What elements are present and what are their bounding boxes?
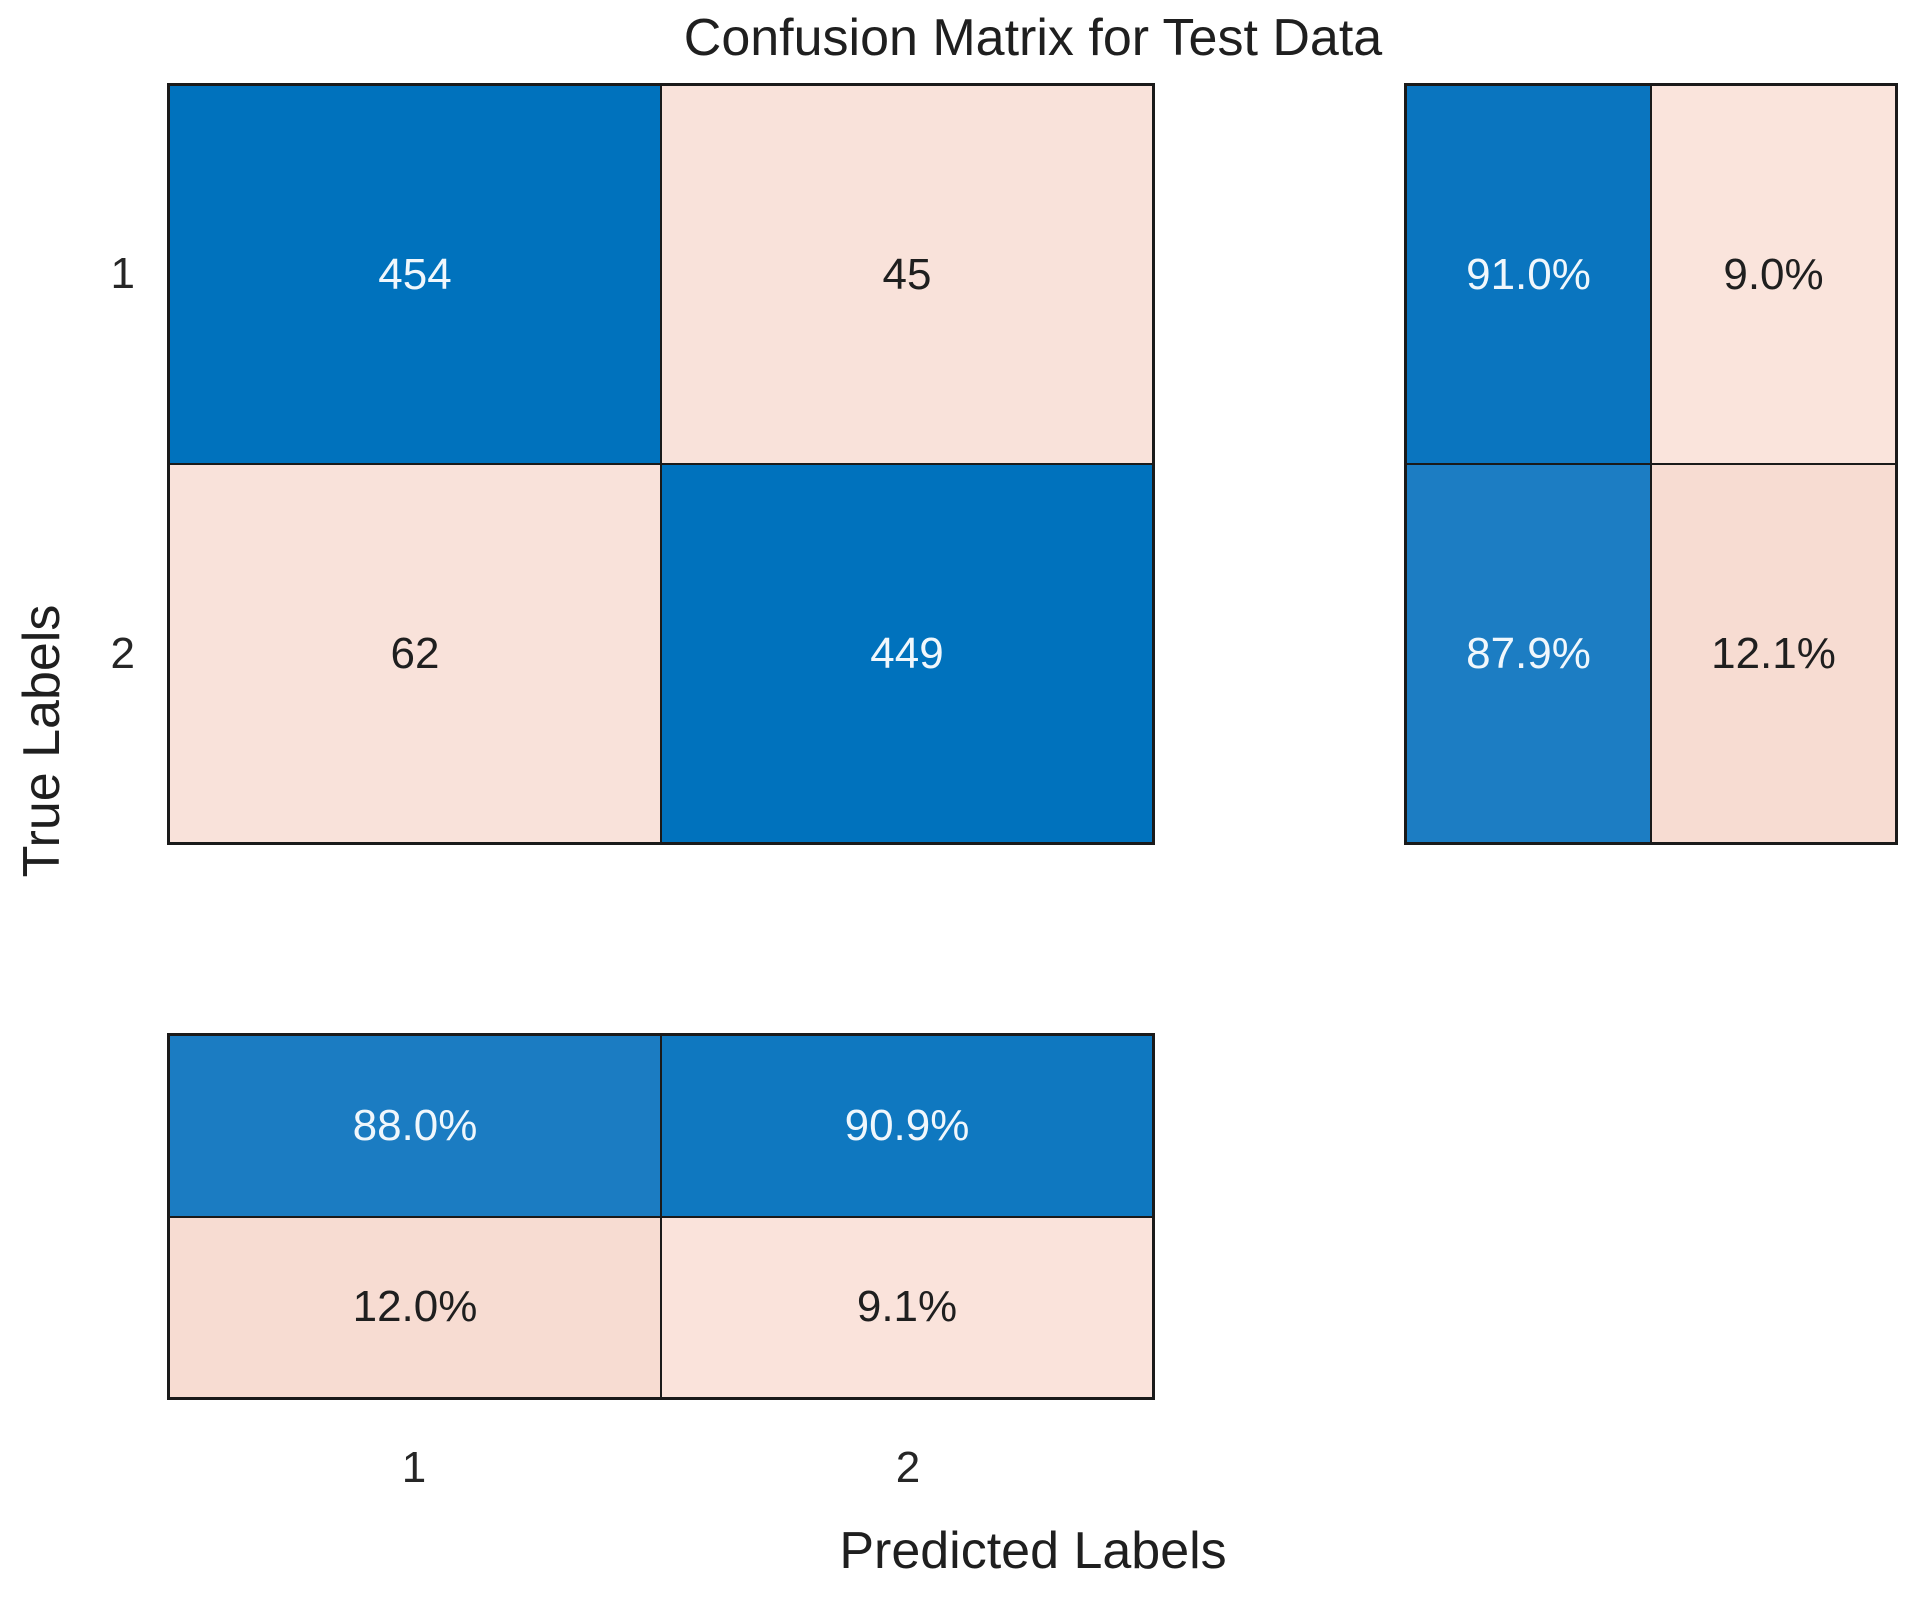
row-summary: 91.0% 9.0% 87.9% 12.1% xyxy=(1404,83,1898,845)
column-summary-cell-pred2-correct: 90.9% xyxy=(661,1035,1153,1217)
column-summary: 88.0% 90.9% 12.0% 9.1% xyxy=(167,1033,1155,1400)
y-tick-2: 2 xyxy=(110,629,135,678)
row-summary-cell-true2-correct: 87.9% xyxy=(1406,464,1651,843)
confusion-matrix-main: 454 45 62 449 xyxy=(167,83,1155,845)
matrix-cell-true2-pred2: 449 xyxy=(661,464,1153,843)
column-summary-cell-pred2-incorrect: 9.1% xyxy=(661,1216,1153,1398)
x-tick-2: 2 xyxy=(895,1443,921,1492)
chart-title: Confusion Matrix for Test Data xyxy=(683,9,1383,67)
y-tick-1: 1 xyxy=(110,249,135,298)
x-axis-label: Predicted Labels xyxy=(839,1522,1227,1580)
row-summary-cell-true1-incorrect: 9.0% xyxy=(1651,85,1896,464)
x-tick-1: 1 xyxy=(401,1443,427,1492)
matrix-cell-true2-pred1: 62 xyxy=(169,464,661,843)
column-summary-cell-pred1-correct: 88.0% xyxy=(169,1035,661,1217)
matrix-cell-true1-pred1: 454 xyxy=(169,85,661,464)
row-summary-cell-true1-correct: 91.0% xyxy=(1406,85,1651,464)
row-summary-cell-true2-incorrect: 12.1% xyxy=(1651,464,1896,843)
column-summary-cell-pred1-incorrect: 12.0% xyxy=(169,1216,661,1398)
matrix-cell-true1-pred2: 45 xyxy=(661,85,1153,464)
